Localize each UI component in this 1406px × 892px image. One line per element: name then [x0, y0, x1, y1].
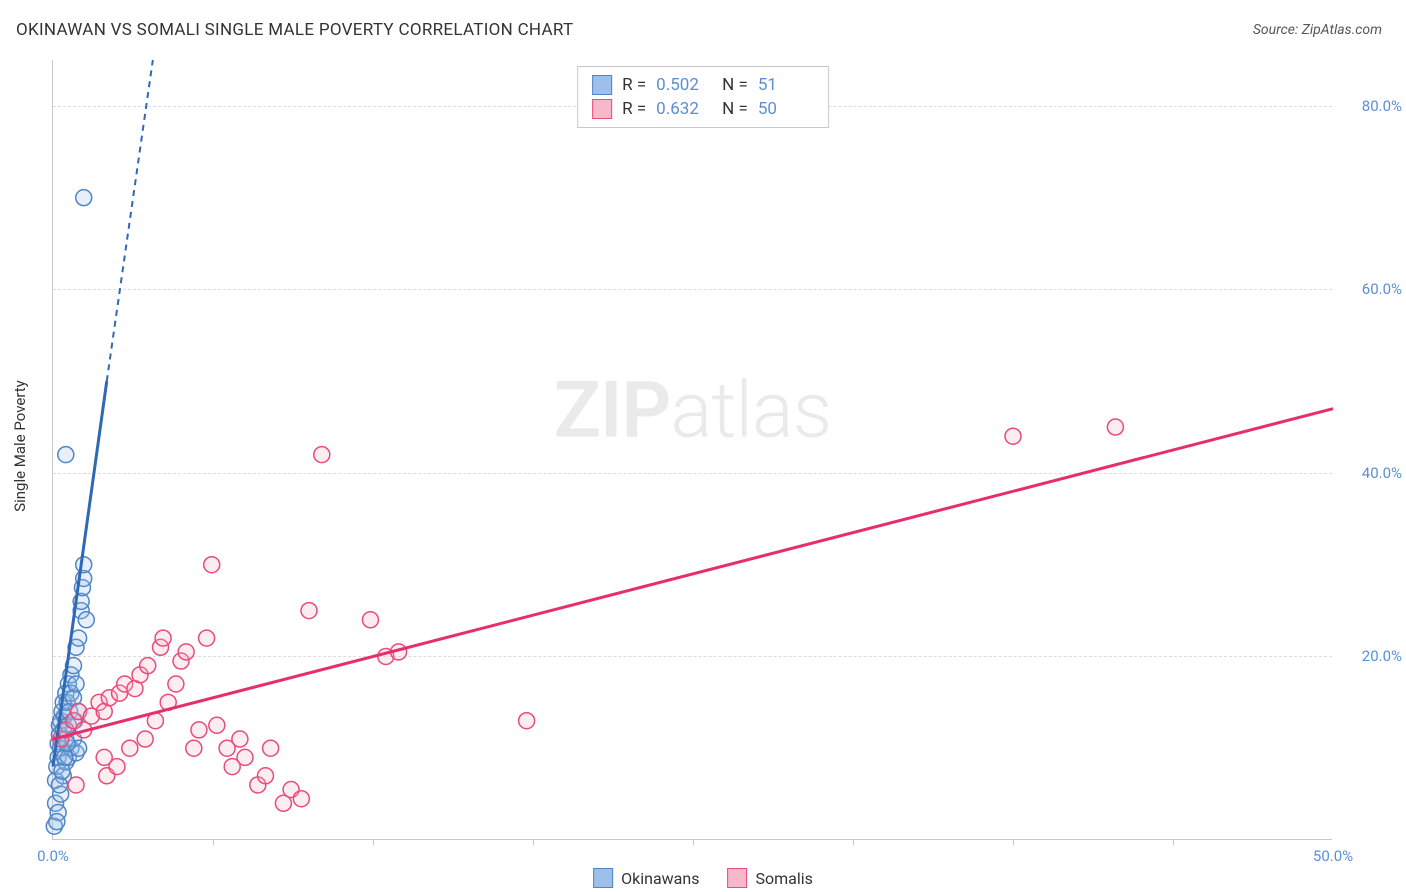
legend-swatch — [727, 868, 747, 888]
data-point — [49, 814, 65, 830]
legend-correlation: R = 0.502 N = 51 R = 0.632 N = 50 — [577, 66, 829, 128]
data-point — [58, 447, 74, 463]
chart-container: OKINAWAN VS SOMALI SINGLE MALE POVERTY C… — [0, 0, 1406, 892]
data-point — [232, 731, 248, 747]
data-point — [122, 740, 138, 756]
x-tick-label: 0.0% — [37, 847, 69, 865]
trend-line-extrapolated — [107, 60, 153, 381]
y-axis-label: Single Male Poverty — [11, 380, 29, 512]
data-point — [68, 676, 84, 692]
data-point — [168, 676, 184, 692]
x-tick-mark — [373, 839, 374, 845]
data-point — [76, 190, 92, 206]
data-point — [263, 740, 279, 756]
source-attribution: Source: ZipAtlas.com — [1253, 22, 1382, 38]
data-point — [137, 731, 153, 747]
data-point — [140, 658, 156, 674]
data-point — [1005, 428, 1021, 444]
legend-n-value: 51 — [758, 75, 814, 95]
x-tick-mark — [693, 839, 694, 845]
y-tick-label: 40.0% — [1342, 464, 1402, 482]
y-tick-label: 20.0% — [1342, 647, 1402, 665]
data-point — [186, 740, 202, 756]
legend-item: Okinawans — [593, 868, 699, 888]
data-point — [362, 612, 378, 628]
legend-swatch — [593, 868, 613, 888]
data-point — [68, 777, 84, 793]
trend-line — [53, 409, 1333, 739]
data-point — [76, 557, 92, 573]
data-point — [293, 791, 309, 807]
y-tick-label: 60.0% — [1342, 280, 1402, 298]
data-point — [301, 603, 317, 619]
legend-label: Somalis — [755, 869, 812, 888]
data-point — [519, 713, 535, 729]
y-tick-label: 80.0% — [1342, 97, 1402, 115]
x-tick-mark — [533, 839, 534, 845]
data-point — [199, 630, 215, 646]
legend-r-value: 0.632 — [656, 99, 712, 119]
legend-n-value: 50 — [758, 99, 814, 119]
data-point — [78, 612, 94, 628]
chart-title: OKINAWAN VS SOMALI SINGLE MALE POVERTY C… — [16, 20, 573, 40]
legend-r-value: 0.502 — [656, 75, 712, 95]
legend-item: Somalis — [727, 868, 812, 888]
x-tick-mark — [853, 839, 854, 845]
legend-r-label: R = — [622, 99, 646, 119]
legend-swatch — [592, 99, 612, 119]
data-point — [209, 717, 225, 733]
x-tick-label: 50.0% — [1313, 847, 1353, 865]
legend-n-label: N = — [722, 75, 748, 95]
legend-label: Okinawans — [621, 869, 699, 888]
x-tick-mark — [1013, 839, 1014, 845]
x-tick-mark — [213, 839, 214, 845]
legend-row: R = 0.632 N = 50 — [592, 97, 814, 121]
legend-swatch — [592, 75, 612, 95]
data-point — [314, 447, 330, 463]
data-point — [257, 768, 273, 784]
legend-n-label: N = — [722, 99, 748, 119]
legend-r-label: R = — [622, 75, 646, 95]
x-tick-mark — [1173, 839, 1174, 845]
plot-area: ZIPatlas 20.0%40.0%60.0%80.0%0.0%50.0% — [52, 60, 1332, 840]
data-point — [178, 644, 194, 660]
plot-svg — [53, 60, 1332, 839]
data-point — [237, 749, 253, 765]
data-point — [155, 630, 171, 646]
data-point — [204, 557, 220, 573]
legend-row: R = 0.502 N = 51 — [592, 73, 814, 97]
legend-series: Okinawans Somalis — [593, 868, 813, 888]
data-point — [191, 722, 207, 738]
data-point — [96, 749, 112, 765]
data-point — [1107, 419, 1123, 435]
